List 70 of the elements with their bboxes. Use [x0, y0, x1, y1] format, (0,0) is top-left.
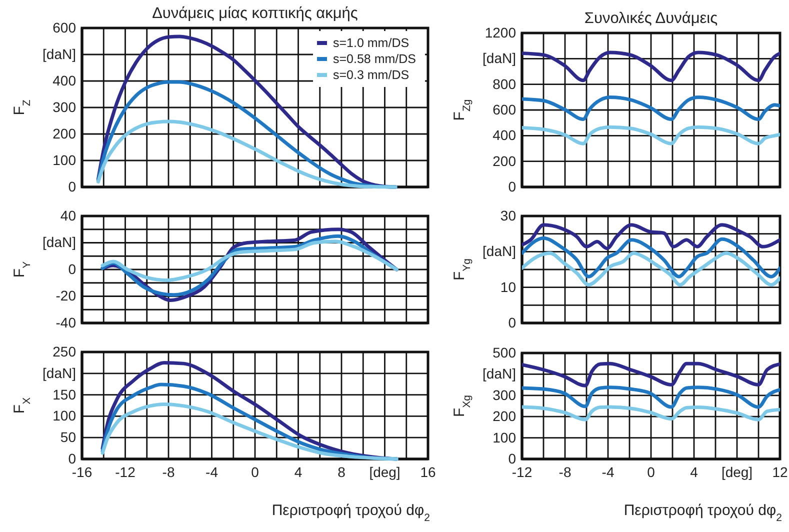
x-tick-label: 4 — [294, 464, 302, 480]
x-tick-label: [deg] — [369, 464, 400, 480]
y-tick-label: 1200 — [484, 24, 516, 40]
x-tick-label: -4 — [206, 464, 218, 480]
y-tick-label: 250 — [52, 343, 76, 360]
line-series — [522, 405, 780, 422]
y-tick-label: 0 — [68, 178, 76, 194]
x-tick-label: -8 — [162, 464, 175, 480]
x-tick-label: 0 — [251, 464, 260, 480]
x-axis-title: Περιστροφή τροχού dφ$_{2}$ — [272, 502, 430, 524]
y-tick-label: 200 — [52, 125, 76, 142]
x-axis-title: Περιστροφή τροχού dφ$_{2}$ — [624, 502, 782, 524]
y-tick-label: 50 — [60, 429, 76, 446]
line-series — [522, 223, 780, 250]
x-tick-label: -16 — [72, 464, 92, 480]
x-tick-label: 8 — [338, 464, 346, 480]
line-series — [96, 120, 398, 189]
y-tick-label: 600 — [492, 101, 516, 118]
x-tick-label: 16 — [420, 464, 436, 480]
y-tick-label: 400 — [52, 72, 76, 88]
y-tick-label: 0 — [508, 314, 516, 330]
y-tick-label: 0 — [68, 260, 76, 277]
y-tick-label: [daN] — [482, 243, 516, 260]
y-tick-label: 300 — [492, 386, 516, 403]
y-tick-label: 500 — [492, 344, 516, 360]
legend-label: s=1.0 mm/DS — [333, 36, 410, 50]
y-tick-label: 30 — [500, 207, 516, 224]
y-tick-label: 600 — [52, 19, 76, 36]
y-tick-label: [daN] — [42, 234, 76, 250]
line-series — [522, 125, 780, 146]
y-tick-label: 150 — [52, 386, 76, 402]
legend-label: s=0.3 mm/DS — [333, 68, 410, 82]
y-tick-label: [daN] — [482, 366, 516, 382]
x-tick-label: -8 — [558, 464, 572, 480]
y-tick-label: 10 — [500, 278, 516, 295]
line-series — [522, 251, 780, 287]
line-series — [522, 96, 780, 121]
y-tick-label: [daN] — [42, 46, 76, 62]
legend-label: s=0.58 mm/DS — [333, 52, 416, 66]
line-series — [522, 50, 780, 82]
x-tick-label: -12 — [512, 464, 532, 480]
y-tick-label: 300 — [52, 98, 76, 115]
y-tick-label: 100 — [52, 408, 76, 424]
chart-title: Συνολικές Δυνάμεις — [584, 10, 718, 27]
line-series — [522, 362, 780, 388]
line-series — [100, 240, 398, 282]
x-tick-label: [deg] — [721, 464, 753, 480]
y-tick-label: 0 — [68, 450, 76, 466]
y-tick-label: 0 — [508, 450, 516, 466]
y-tick-label: 100 — [52, 152, 76, 168]
y-tick-label: 200 — [492, 408, 516, 424]
y-tick-label: -20 — [56, 288, 76, 304]
line-series — [100, 402, 398, 461]
x-tick-label: 12 — [772, 464, 788, 480]
x-tick-label: -12 — [115, 464, 136, 480]
y-tick-label: 200 — [492, 152, 516, 169]
y-tick-label: [daN] — [482, 50, 516, 66]
y-tick-label: -40 — [56, 314, 76, 330]
x-tick-label: -4 — [602, 464, 614, 480]
x-tick-label: 4 — [690, 464, 698, 480]
line-series — [522, 236, 780, 278]
y-tick-label: 800 — [492, 76, 516, 92]
y-tick-label: 0 — [508, 178, 516, 194]
x-tick-label: 0 — [647, 464, 656, 480]
y-tick-label: [daN] — [42, 364, 76, 381]
chart-title: Δυνάμεις μίας κοπτικής ακμής — [152, 5, 358, 22]
y-tick-label: 100 — [492, 429, 516, 446]
line-series — [522, 386, 780, 409]
y-tick-label: 400 — [492, 127, 516, 144]
y-tick-label: 40 — [60, 207, 76, 224]
